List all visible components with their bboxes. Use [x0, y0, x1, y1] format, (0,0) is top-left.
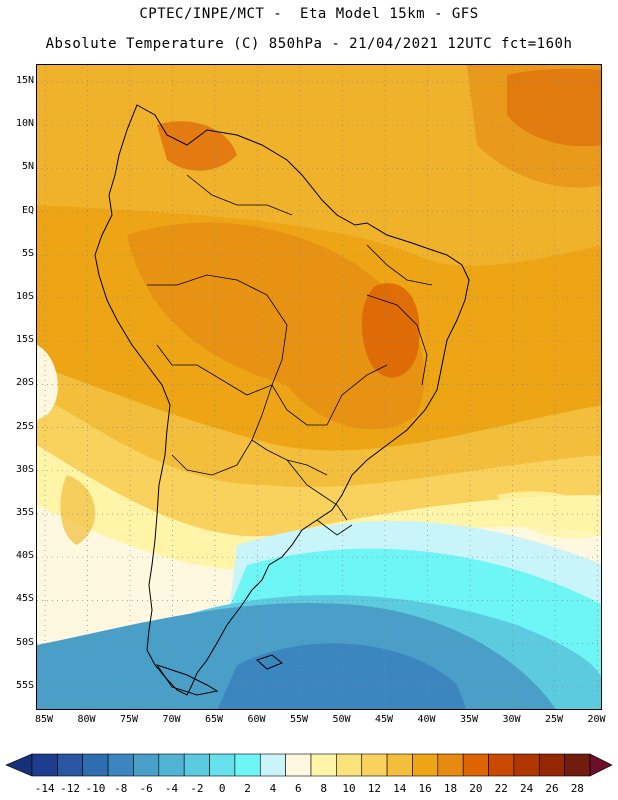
colorbar-tick-label: 18	[443, 782, 458, 795]
colorbar-tick-label: 12	[367, 782, 382, 795]
colorbar-swatch	[183, 753, 210, 777]
field-continent-warm	[127, 222, 425, 430]
colorbar-tick-label: -10	[85, 782, 106, 795]
field-west-warm-pocket	[60, 475, 96, 545]
lon-tick-label: 80W	[77, 714, 96, 725]
lon-tick-label: 55W	[289, 714, 309, 725]
colorbar-tick-label: 26	[545, 782, 559, 795]
coastline-south-america	[94, 104, 470, 696]
field-east-cool-pocket	[497, 491, 601, 539]
lon-tick-label: 25W	[544, 714, 564, 725]
colorbar-swatch	[82, 753, 109, 777]
colorbar-swatch	[158, 753, 185, 777]
lon-tick-label: 30W	[502, 714, 521, 725]
falklands	[256, 654, 283, 670]
lon-tick-label: 70W	[162, 714, 181, 725]
colorbar-tick-label: -2	[190, 782, 204, 795]
colorbar-swatch	[538, 753, 565, 777]
colorbar-tick-label: 10	[342, 782, 356, 795]
lat-tick-label: 55S	[15, 679, 34, 691]
field-cold-core	[217, 643, 467, 709]
lon-tick-label: 45W	[374, 714, 394, 725]
lat-tick-label: 30S	[15, 463, 34, 475]
colorbar-swatch	[437, 753, 464, 777]
lat-tick-label: 10S	[15, 291, 34, 302]
temperature-map	[37, 65, 601, 709]
lat-tick-label: 5S	[21, 247, 34, 259]
field-hotspot-venezuela	[157, 121, 237, 171]
colorbar-tick-label: 4	[269, 782, 277, 795]
lon-tick-label: 35W	[459, 714, 479, 725]
colorbar-swatch	[285, 753, 312, 777]
colorbar-tick-label: -8	[114, 782, 128, 795]
field-warm-north	[37, 65, 601, 266]
colorbar-tick-label: 28	[570, 782, 584, 795]
colorbar-tick-label: 14	[393, 782, 407, 795]
colorbar-swatch	[361, 753, 388, 777]
colorbar-swatch	[564, 753, 591, 777]
map-subtitle: Absolute Temperature (C) 850hPa - 21/04/…	[45, 36, 573, 52]
lat-tick-label: 15N	[15, 75, 34, 86]
lat-tick-label: 35S	[15, 507, 34, 518]
colorbar-swatch	[107, 753, 134, 777]
lat-tick-label: 15S	[15, 334, 34, 346]
colorbar-min-arrow	[5, 753, 33, 777]
colorbar-swatch	[234, 753, 261, 777]
colorbar-tick-label: -12	[60, 782, 80, 795]
colorbar-tick-label: 16	[418, 782, 432, 795]
colorbar-tick-label: 0	[218, 782, 226, 795]
colorbar-swatch	[336, 753, 363, 777]
lon-tick-label: 85W	[34, 714, 54, 725]
colorbar-tick-label: 20	[469, 782, 483, 795]
colorbar-swatch	[310, 753, 337, 777]
colorbar-tick-label: -14	[34, 782, 55, 795]
map-title: CPTEC/INPE/MCT - Eta Model 15km - GFS	[139, 6, 479, 22]
colorbar-swatch	[513, 753, 540, 777]
colorbar-max-arrow	[589, 753, 613, 777]
country-borders	[147, 174, 433, 536]
lat-tick-label: 40S	[15, 550, 34, 562]
field-warm-ne	[467, 65, 601, 188]
colorbar-tick-label: -4	[164, 782, 179, 795]
lon-tick-label: 20W	[587, 714, 606, 725]
lat-tick-label: 10N	[15, 118, 34, 130]
lon-tick-label: 40W	[417, 714, 436, 725]
field-hotspot-brazil	[361, 283, 420, 378]
colorbar-tick-label: -6	[139, 782, 153, 795]
lon-tick-label: 65W	[204, 714, 224, 725]
colorbar-swatch	[259, 753, 286, 777]
tierra-del-fuego	[155, 664, 219, 696]
colorbar-tick-label: 2	[244, 782, 251, 795]
colorbar-swatch	[386, 753, 413, 777]
colorbar-swatch	[133, 753, 160, 777]
colorbar-swatches	[5, 753, 613, 777]
field-west-cool-tongue	[37, 345, 58, 420]
lon-tick-label: 75W	[119, 714, 139, 725]
colorbar-swatch	[412, 753, 439, 777]
lat-tick-label: 45S	[15, 593, 34, 605]
colorbar-swatch	[462, 753, 489, 777]
colorbar-swatch	[31, 753, 58, 777]
lon-tick-label: 60W	[247, 714, 266, 725]
lat-tick-label: 5N	[21, 161, 34, 173]
colorbar: -14 -12 -10 -8 -6 -4 -2 0 2 4 6 8 10 12 14 16 18 20 22 24 26…	[0, 748, 618, 800]
colorbar-tick-label: 22	[494, 782, 508, 795]
map-panel	[36, 64, 602, 710]
lat-tick-label: 25S	[15, 420, 34, 432]
colorbar-swatch	[488, 753, 515, 777]
colorbar-swatch	[57, 753, 84, 777]
lon-tick-label: 50W	[332, 714, 351, 725]
lat-tick-label: 20S	[15, 377, 34, 389]
colorbar-tick-label: 24	[519, 782, 534, 795]
lat-tick-label: 50S	[15, 636, 34, 648]
lat-tick-label: EQ	[21, 204, 34, 216]
colorbar-tick-label: 6	[295, 782, 302, 795]
colorbar-swatch	[209, 753, 236, 777]
colorbar-tick-label: 8	[320, 782, 327, 795]
